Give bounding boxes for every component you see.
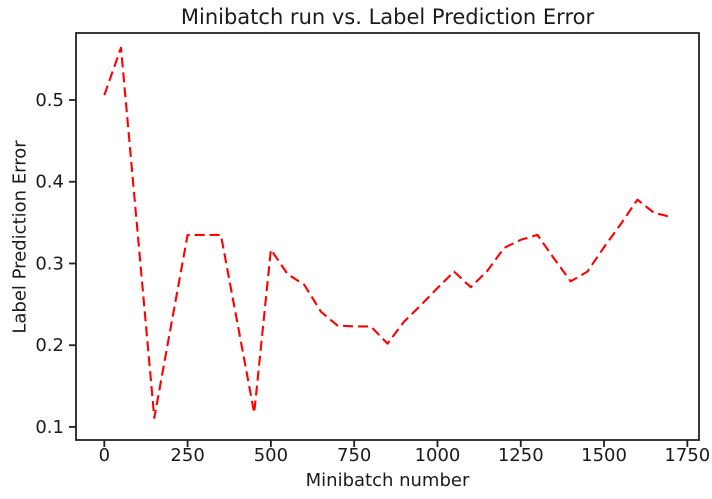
- y-tick-label: 0.3: [35, 253, 64, 274]
- x-tick-label: 1000: [415, 445, 461, 466]
- x-tick-label: 500: [254, 445, 288, 466]
- y-axis-label: Label Prediction Error: [9, 140, 31, 334]
- series-line-label-prediction-error: [103, 46, 671, 419]
- x-tick-label: 0: [99, 445, 110, 466]
- chart-title: Minibatch run vs. Label Prediction Error: [180, 5, 595, 29]
- y-tick-label: 0.4: [35, 172, 64, 193]
- x-tick-label: 1750: [664, 445, 710, 466]
- y-tick-label: 0.5: [35, 90, 64, 111]
- y-tick-label: 0.1: [35, 417, 64, 438]
- x-tick-label: 250: [170, 445, 204, 466]
- plot-frame: [75, 32, 700, 441]
- x-tick-label: 1500: [581, 445, 627, 466]
- x-tick-label: 1250: [498, 445, 544, 466]
- y-tick-label: 0.2: [35, 335, 64, 356]
- plot-background: [76, 33, 699, 440]
- x-axis-label: Minibatch number: [305, 470, 470, 491]
- x-tick-label: 750: [337, 445, 371, 466]
